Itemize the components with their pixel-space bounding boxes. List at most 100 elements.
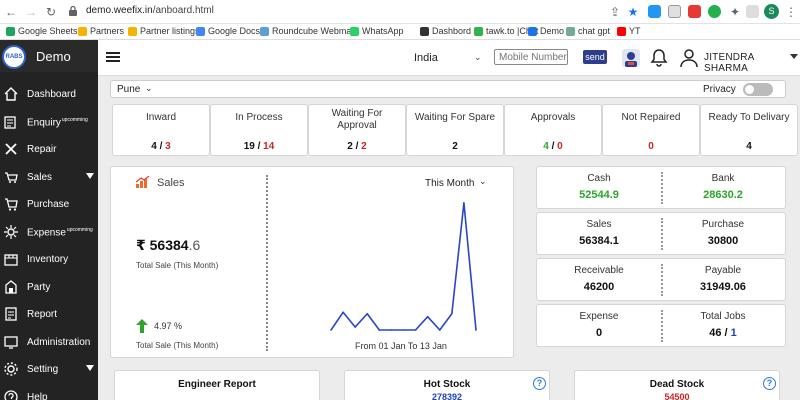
- bookmark-item[interactable]: Google Sheets: [6, 26, 78, 36]
- sidebar-item-report[interactable]: Report: [0, 302, 98, 328]
- card-label: Waiting For Approval: [331, 108, 383, 131]
- sales-data-point: [414, 329, 417, 331]
- caret-down-icon[interactable]: [86, 172, 94, 179]
- brand[interactable]: RABS Demo: [0, 40, 98, 72]
- help-icon[interactable]: ?: [533, 377, 546, 390]
- summary-card[interactable]: Approvals 4 / 0: [504, 104, 602, 156]
- sidebar-item-administration[interactable]: Administration: [0, 330, 98, 356]
- summary-card[interactable]: Waiting For Spare 2: [406, 104, 504, 156]
- star-icon[interactable]: ★: [627, 5, 639, 19]
- support-agent-icon[interactable]: [620, 47, 642, 69]
- stat-right[interactable]: Total Jobs 46 / 1: [661, 305, 785, 346]
- bell-icon[interactable]: [648, 47, 670, 69]
- city-select[interactable]: Pune: [117, 84, 141, 95]
- bookmark-item[interactable]: Roundcube Webma...: [260, 26, 359, 36]
- summary-card[interactable]: Inward 4 / 3: [112, 104, 210, 156]
- sidebar-item-dashboard[interactable]: Dashboard: [0, 82, 98, 108]
- hamburger-menu-icon[interactable]: [106, 52, 120, 62]
- lock-icon[interactable]: [66, 5, 80, 19]
- caret-down-icon[interactable]: [790, 54, 798, 59]
- sales-icon: [5, 171, 18, 183]
- stat-right[interactable]: Purchase 30800: [661, 213, 785, 254]
- stat-left[interactable]: Expense 0: [537, 305, 661, 346]
- period-select[interactable]: This Month: [425, 178, 475, 189]
- sidebar: RABS Demo Dashboard Enquiryupcomming Repai…: [0, 40, 98, 400]
- profile-avatar[interactable]: S: [764, 4, 779, 19]
- menu-dots-icon[interactable]: ⋮: [785, 5, 797, 19]
- sidebar-item-text: Purchase: [27, 199, 70, 210]
- sidebar-item-label: Expenseupcomming: [27, 227, 93, 238]
- gear-icon: [4, 362, 18, 376]
- extension-icon[interactable]: [688, 5, 701, 18]
- sidebar-item-party[interactable]: Party: [0, 275, 98, 301]
- sidebar-item-label: Inventory: [27, 254, 68, 265]
- sales-data-point: [426, 315, 429, 318]
- bookmark-item[interactable]: Demo: [528, 26, 564, 36]
- sidebar-item-purchase[interactable]: Purchase: [0, 192, 98, 218]
- url-text[interactable]: demo.weefix.in/anboard.html: [86, 5, 214, 16]
- country-select[interactable]: India: [414, 52, 438, 64]
- sales-chart-icon: [136, 176, 150, 188]
- extension-icon[interactable]: [708, 5, 721, 18]
- report-card[interactable]: Hot Stock 278392?: [344, 370, 550, 400]
- bookmark-item[interactable]: Dashbord: [420, 26, 471, 36]
- bookmark-icon: [196, 26, 205, 36]
- bookmark-item[interactable]: Partners: [78, 26, 124, 36]
- help-icon[interactable]: ?: [763, 377, 776, 390]
- report-card[interactable]: Engineer Report: [114, 370, 320, 400]
- puzzle-icon[interactable]: ✦: [729, 5, 741, 19]
- sales-data-point: [451, 312, 453, 315]
- summary-card[interactable]: Ready To Delivary 4: [700, 104, 798, 156]
- forward-icon[interactable]: →: [25, 5, 37, 19]
- bookmark-item[interactable]: WhatsApp: [350, 26, 404, 36]
- summary-card[interactable]: In Process 19 / 14: [210, 104, 308, 156]
- sidebar-item-enquiry[interactable]: Enquiryupcomming: [0, 110, 98, 136]
- card-value: 4 / 0: [505, 141, 601, 152]
- bookmark-item[interactable]: YT: [617, 26, 641, 36]
- summary-card[interactable]: Not Repaired 0: [602, 104, 700, 156]
- report-card[interactable]: Dead Stock 54500?: [574, 370, 780, 400]
- extension-icon[interactable]: [668, 5, 681, 18]
- stat-right[interactable]: Payable 31949.06: [661, 259, 785, 300]
- mobile-number-input[interactable]: [494, 49, 568, 65]
- sidebar-item-expense[interactable]: Expenseupcomming: [0, 220, 98, 246]
- stat-value-main: 46 /: [709, 327, 731, 339]
- chevron-down-icon[interactable]: ⌄: [145, 83, 153, 93]
- stat-right[interactable]: Bank 28630.2: [661, 167, 785, 208]
- stat-left[interactable]: Sales 56384.1: [537, 213, 661, 254]
- bookmark-item[interactable]: chat gpt: [566, 26, 610, 36]
- user-icon[interactable]: [678, 47, 700, 69]
- bookmark-item[interactable]: tawk.to |Chat: [474, 26, 538, 36]
- card-count: 19: [243, 141, 255, 152]
- sidebar-item-text: Repair: [27, 144, 57, 155]
- sidebar-item-repair[interactable]: Repair: [0, 137, 98, 163]
- sidebar-item-sales[interactable]: Sales: [0, 165, 98, 191]
- bookmark-icon: [350, 26, 359, 36]
- stat-value: 28630.2: [661, 189, 785, 201]
- reload-icon[interactable]: ↻: [45, 5, 57, 19]
- chevron-down-icon[interactable]: ⌄: [474, 52, 482, 62]
- privacy-toggle[interactable]: [743, 83, 773, 96]
- stat-left[interactable]: Receivable 46200: [537, 259, 661, 300]
- back-icon[interactable]: ←: [5, 5, 17, 19]
- caret-down-icon[interactable]: [86, 365, 94, 371]
- sidebar-item-setting[interactable]: Setting: [0, 357, 98, 383]
- send-button[interactable]: send: [583, 50, 607, 64]
- chevron-down-icon[interactable]: ⌄: [479, 176, 487, 186]
- sidepanel-icon[interactable]: [746, 5, 759, 18]
- bookmark-item[interactable]: Partner listings: [128, 26, 200, 36]
- bookmark-item[interactable]: Google Docs: [196, 26, 260, 36]
- bookmark-icon: [566, 26, 575, 36]
- sidebar-item-help[interactable]: Help: [0, 385, 98, 400]
- stat-left[interactable]: Cash 52544.9: [537, 167, 661, 208]
- bookmark-icon: [420, 26, 429, 36]
- stat-box: Cash 52544.9 Bank 28630.2: [536, 166, 786, 209]
- card-separator: /: [352, 141, 362, 152]
- summary-card[interactable]: Waiting For Approval 2 / 2: [308, 104, 406, 156]
- sidebar-item-label: Enquiryupcomming: [27, 117, 88, 128]
- extension-icon[interactable]: [648, 5, 661, 18]
- dashboard-main: Pune ⌄ Privacy Inward 4 / 3 In Process 19 /…: [98, 76, 800, 400]
- sidebar-item-inventory[interactable]: Inventory: [0, 247, 98, 273]
- share-icon[interactable]: ⇪: [609, 5, 621, 19]
- user-name[interactable]: JITENDRA SHARMA: [704, 52, 754, 74]
